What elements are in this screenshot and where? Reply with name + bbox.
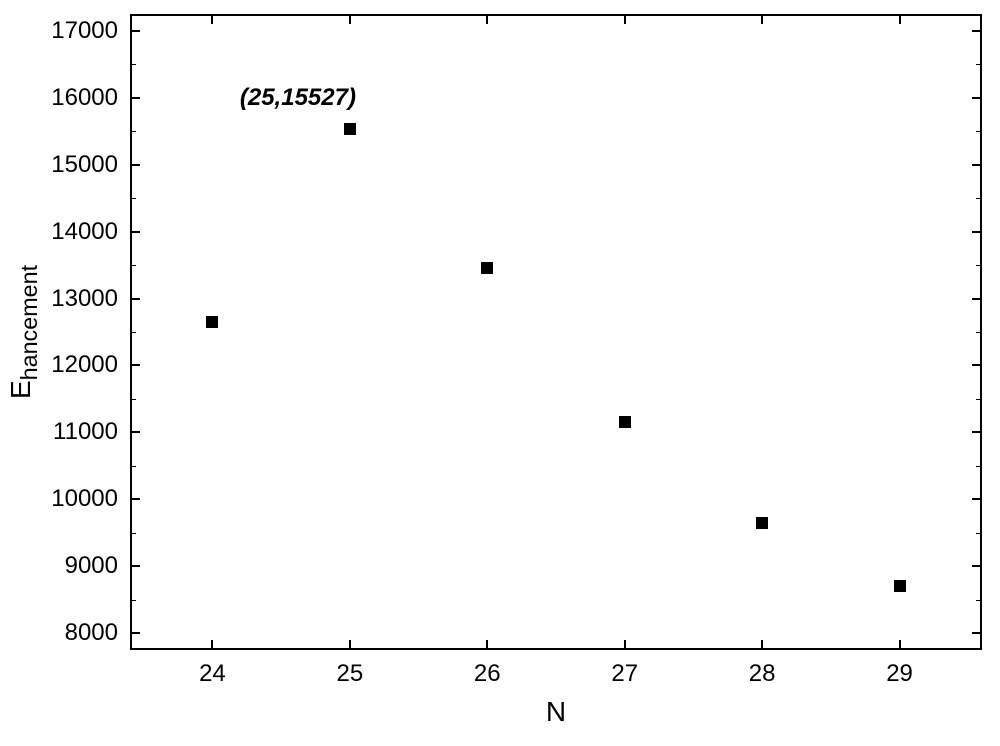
y-minor-tick [130, 198, 136, 199]
y-minor-tick-right [976, 399, 982, 400]
y-tick-label: 10000 [38, 485, 118, 513]
y-tick [130, 498, 140, 500]
y-minor-tick [130, 533, 136, 534]
y-minor-tick-right [976, 600, 982, 601]
y-tick-label: 9000 [38, 552, 118, 580]
y-minor-tick-right [976, 131, 982, 132]
y-minor-tick-right [976, 332, 982, 333]
y-minor-tick-right [976, 64, 982, 65]
x-axis-label: N [546, 696, 566, 728]
x-tick-label: 27 [611, 660, 638, 688]
y-tick [130, 632, 140, 634]
y-tick-right [972, 30, 982, 32]
x-tick-top [899, 14, 901, 24]
data-point [894, 580, 906, 592]
data-point [344, 123, 356, 135]
y-tick-label: 11000 [38, 418, 118, 446]
x-tick-label: 26 [474, 660, 501, 688]
x-tick-top [624, 14, 626, 24]
y-tick-right [972, 97, 982, 99]
y-tick-right [972, 231, 982, 233]
y-tick [130, 164, 140, 166]
peak-annotation: (25,15527) [240, 84, 356, 112]
y-tick [130, 30, 140, 32]
y-tick-right [972, 164, 982, 166]
y-tick [130, 364, 140, 366]
y-tick-right [972, 364, 982, 366]
x-tick-label: 24 [199, 660, 226, 688]
y-tick-label: 17000 [38, 17, 118, 45]
y-tick-label: 8000 [38, 619, 118, 647]
y-minor-tick [130, 600, 136, 601]
y-minor-tick [130, 466, 136, 467]
x-tick-top [349, 14, 351, 24]
x-tick [486, 640, 488, 650]
y-minor-tick [130, 64, 136, 65]
y-tick-right [972, 431, 982, 433]
x-tick-label: 25 [337, 660, 364, 688]
x-tick [624, 640, 626, 650]
x-tick-top [211, 14, 213, 24]
y-minor-tick [130, 131, 136, 132]
y-minor-tick-right [976, 265, 982, 266]
y-minor-tick-right [976, 466, 982, 467]
data-point [481, 262, 493, 274]
y-tick-right [972, 632, 982, 634]
y-tick-right [972, 298, 982, 300]
y-tick [130, 431, 140, 433]
x-tick-top [761, 14, 763, 24]
y-minor-tick [130, 265, 136, 266]
x-tick-top [486, 14, 488, 24]
y-minor-tick [130, 332, 136, 333]
y-minor-tick-right [976, 533, 982, 534]
y-tick-right [972, 565, 982, 567]
data-point [206, 316, 218, 328]
x-tick-label: 28 [749, 660, 776, 688]
x-tick [211, 640, 213, 650]
y-tick [130, 97, 140, 99]
x-tick [761, 640, 763, 650]
y-tick-right [972, 498, 982, 500]
scatter-chart: N Ehancement 242526272829800090001000011… [0, 0, 1000, 746]
y-tick-label: 14000 [38, 218, 118, 246]
y-tick-label: 15000 [38, 151, 118, 179]
y-tick-label: 16000 [38, 84, 118, 112]
data-point [756, 517, 768, 529]
y-tick [130, 565, 140, 567]
x-tick [349, 640, 351, 650]
y-tick-label: 12000 [38, 351, 118, 379]
y-minor-tick-right [976, 198, 982, 199]
x-tick-label: 29 [886, 660, 913, 688]
x-tick [899, 640, 901, 650]
y-tick [130, 298, 140, 300]
y-minor-tick [130, 399, 136, 400]
y-tick [130, 231, 140, 233]
data-point [619, 416, 631, 428]
y-tick-label: 13000 [38, 285, 118, 313]
